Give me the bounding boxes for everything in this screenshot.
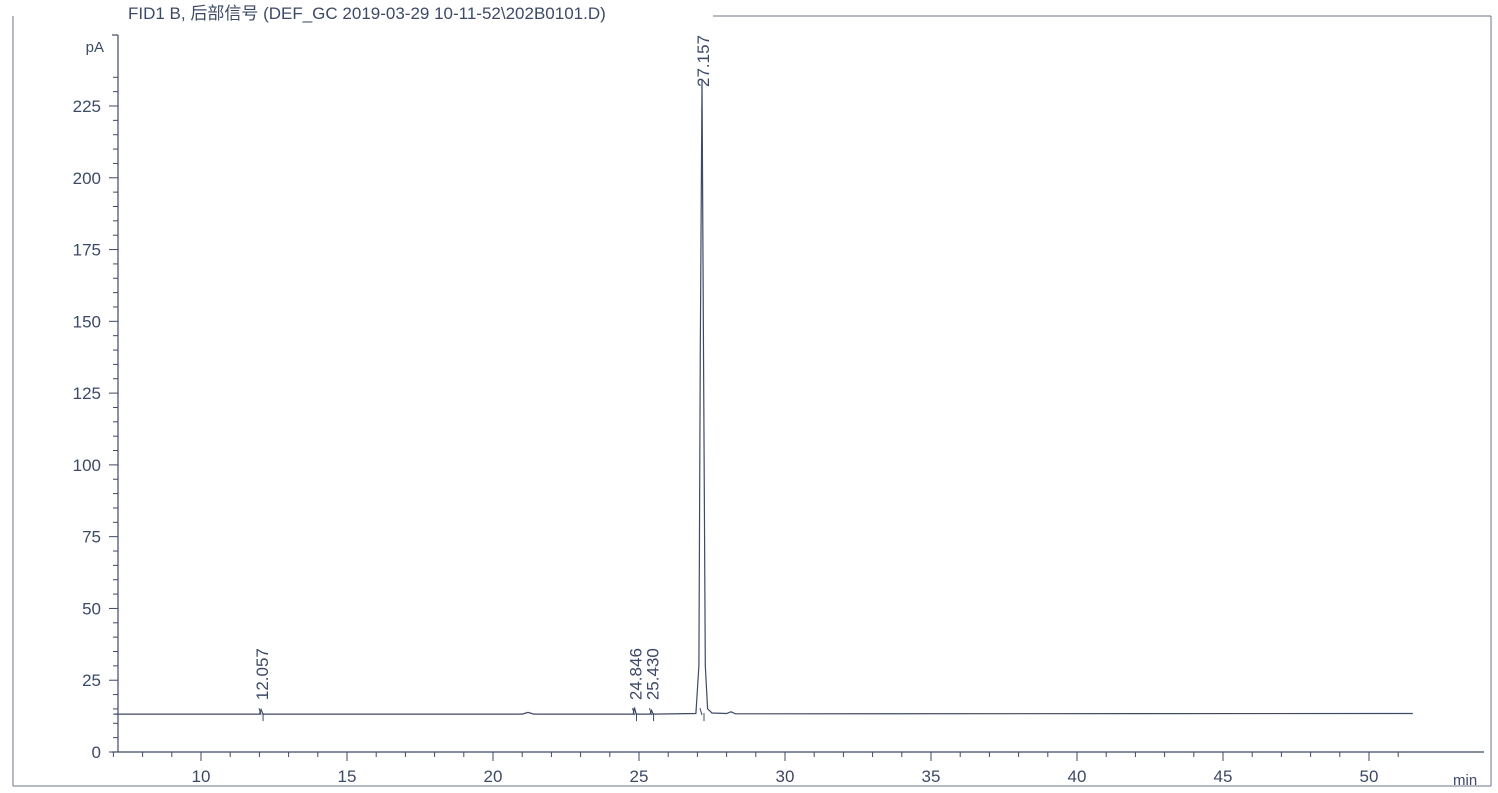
x-tick-label: 35 [922,767,941,786]
chromatogram-series-line [113,80,1413,715]
peak-retention-label: 27.157 [694,35,713,87]
y-axis-unit-label: pA [86,39,104,56]
y-tick-label: 200 [73,169,101,188]
y-tick-label: 175 [73,241,101,260]
chromatogram-trace [113,80,1413,715]
x-tick-label: 25 [630,767,649,786]
chart-title: FID1 B, 后部信号 (DEF_GC 2019-03-29 10-11-52… [128,4,606,23]
peak-retention-label: 25.430 [644,648,663,700]
peak-start-marker [649,707,653,716]
y-tick-label: 100 [73,456,101,475]
y-tick-label: 150 [73,312,101,331]
x-tick-label: 15 [338,767,357,786]
x-axis-unit-label: min [1453,772,1477,789]
x-tick-label: 30 [776,767,795,786]
x-tick-label: 10 [192,767,211,786]
axis-ticks: 0 25 50 75 100 125 150 175 200 225 10 15 20 25 30 35 40 4… [73,76,1399,786]
y-tick-label: 50 [82,599,101,618]
y-tick-label: 25 [82,671,101,690]
peak-start-marker [258,707,262,716]
x-tick-label: 45 [1214,767,1233,786]
x-tick-label: 50 [1360,767,1379,786]
x-tick-label: 40 [1068,767,1087,786]
x-tick-label: 20 [484,767,503,786]
y-tick-label: 0 [92,743,101,762]
peak-start-marker [632,707,635,716]
y-tick-label: 125 [73,384,101,403]
y-tick-label: 75 [82,528,101,547]
peak-retention-label: 12.057 [253,648,272,700]
y-tick-label: 225 [73,97,101,116]
peak-retention-label: 24.846 [627,648,646,700]
peak-start-marker [699,707,703,716]
